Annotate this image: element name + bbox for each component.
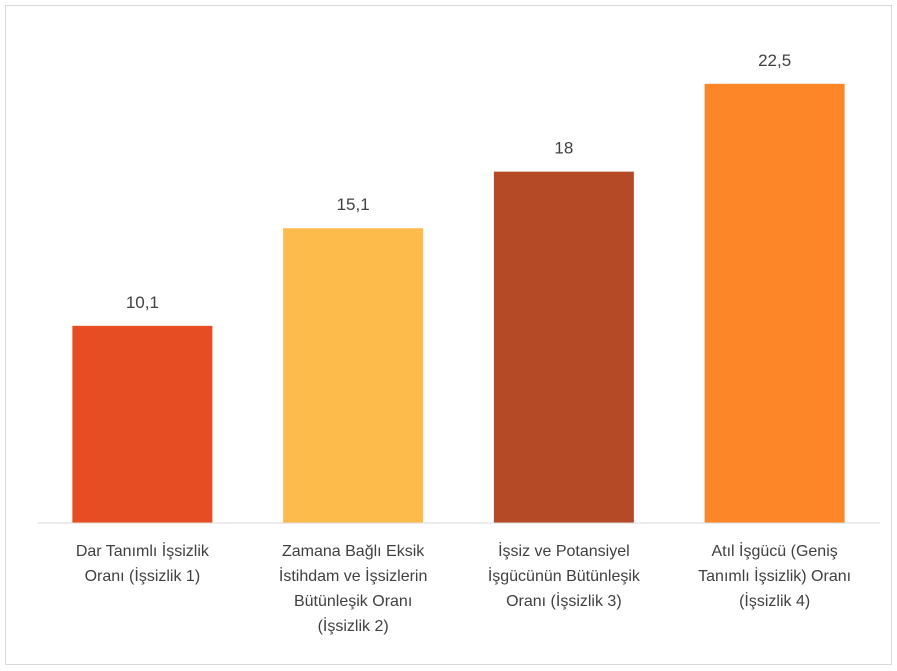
bar [72,325,213,523]
data-label: 18 [554,139,573,158]
bar [704,83,845,524]
data-label: 15,1 [337,195,370,214]
x-tick-label: Zamana Bağlı Eksik İstihdam ve İşsizleri… [278,543,428,635]
data-label: 10,1 [126,293,159,312]
bar [493,171,634,523]
bar [283,228,424,524]
x-tick-label: Atıl İşgücü (Geniş Tanımlı İşsizlik) Ora… [698,543,852,610]
data-label: 22,5 [758,51,791,70]
x-tick-label: Dar Tanımlı İşsizlik Oranı (İşsizlik 1) [75,543,209,585]
x-tick-label: İşsiz ve Potansiyel İşgücünün Bütünleşik… [487,543,640,610]
